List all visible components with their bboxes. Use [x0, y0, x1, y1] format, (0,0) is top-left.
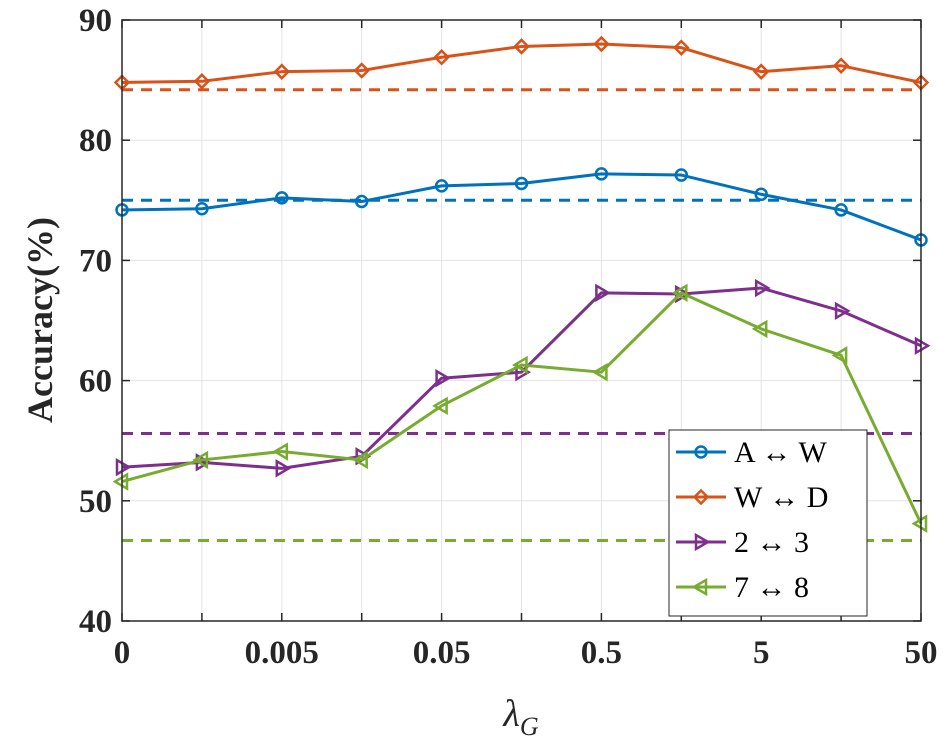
x-tick-label: 0.005	[245, 635, 319, 671]
data-point	[112, 472, 129, 491]
y-axis-ticks: 40 50 60 70 80 90	[79, 3, 921, 640]
data-point	[673, 39, 690, 56]
data-point	[115, 457, 132, 477]
legend-marker	[694, 445, 708, 459]
data-point	[834, 301, 851, 321]
data-point	[752, 63, 770, 80]
data-point	[272, 442, 289, 461]
x-axis-label-subscript: G	[520, 712, 539, 739]
legend-label: A ↔ W	[734, 436, 827, 469]
data-point	[432, 396, 448, 416]
x-tick-label: 0.5	[581, 635, 622, 671]
data-point	[595, 283, 611, 303]
data-point	[591, 363, 608, 382]
x-tick-label: 50	[905, 635, 938, 671]
data-point	[193, 73, 211, 90]
data-point	[513, 38, 530, 55]
legend-marker	[692, 488, 710, 506]
data-point	[273, 63, 291, 80]
data-point	[754, 187, 768, 202]
y-tick-label: 90	[79, 3, 112, 39]
data-point	[831, 346, 848, 365]
data-point	[594, 167, 609, 181]
data-point	[192, 450, 209, 470]
data-point	[352, 450, 368, 470]
data-point	[832, 57, 850, 74]
data-point	[353, 62, 370, 79]
y-tick-label: 50	[79, 484, 112, 520]
data-point	[914, 336, 931, 355]
y-tick-label: 60	[79, 364, 112, 400]
legend: A ↔ W W ↔ D 2 ↔ 3 7 ↔ 8	[668, 429, 868, 617]
series-4	[112, 283, 928, 533]
legend-label: W ↔ D	[734, 481, 828, 514]
legend-box	[668, 429, 868, 617]
data-point	[751, 319, 768, 339]
data-point	[275, 191, 289, 205]
series-line-2	[121, 42, 922, 85]
data-point	[593, 35, 610, 53]
legend-label: 2 ↔ 3	[734, 526, 809, 559]
series-3	[115, 278, 931, 478]
y-axis-label: Accuracy(%)	[20, 217, 60, 423]
x-tick-label: 5	[753, 635, 770, 671]
data-point	[834, 203, 848, 217]
y-tick-label: 70	[79, 243, 112, 279]
data-point	[354, 194, 369, 209]
data-point	[433, 48, 450, 66]
y-tick-label: 80	[79, 123, 112, 159]
x-axis-ticks: 0 0.005 0.05 0.5 5 50	[114, 20, 938, 671]
legend-entry-4: 7 ↔ 8	[676, 571, 809, 604]
series-2	[113, 35, 930, 91]
data-point	[434, 179, 449, 193]
y-tick-label: 40	[79, 604, 112, 640]
legend-marker	[694, 532, 711, 552]
legend-entry-1: A ↔ W	[676, 436, 827, 469]
x-axis-label: λG	[502, 693, 538, 739]
legend-entry-2: W ↔ D	[676, 481, 828, 514]
series-line-3	[121, 286, 922, 470]
x-tick-label: 0.05	[413, 635, 471, 671]
x-axis-label-symbol: λ	[502, 693, 519, 735]
legend-entry-3: 2 ↔ 3	[676, 526, 809, 559]
data-point	[671, 283, 688, 303]
data-point	[275, 459, 292, 478]
x-tick-label: 0	[114, 635, 131, 671]
data-point	[512, 355, 528, 375]
legend-marker	[691, 577, 708, 597]
data-point	[195, 201, 209, 216]
series-line-4	[121, 291, 923, 525]
data-point	[754, 278, 771, 298]
series-line-1	[121, 172, 922, 242]
data-point	[435, 369, 452, 388]
legend-label: 7 ↔ 8	[734, 571, 809, 604]
data-point	[514, 176, 529, 191]
data-point	[911, 514, 928, 533]
data-point	[674, 168, 689, 182]
